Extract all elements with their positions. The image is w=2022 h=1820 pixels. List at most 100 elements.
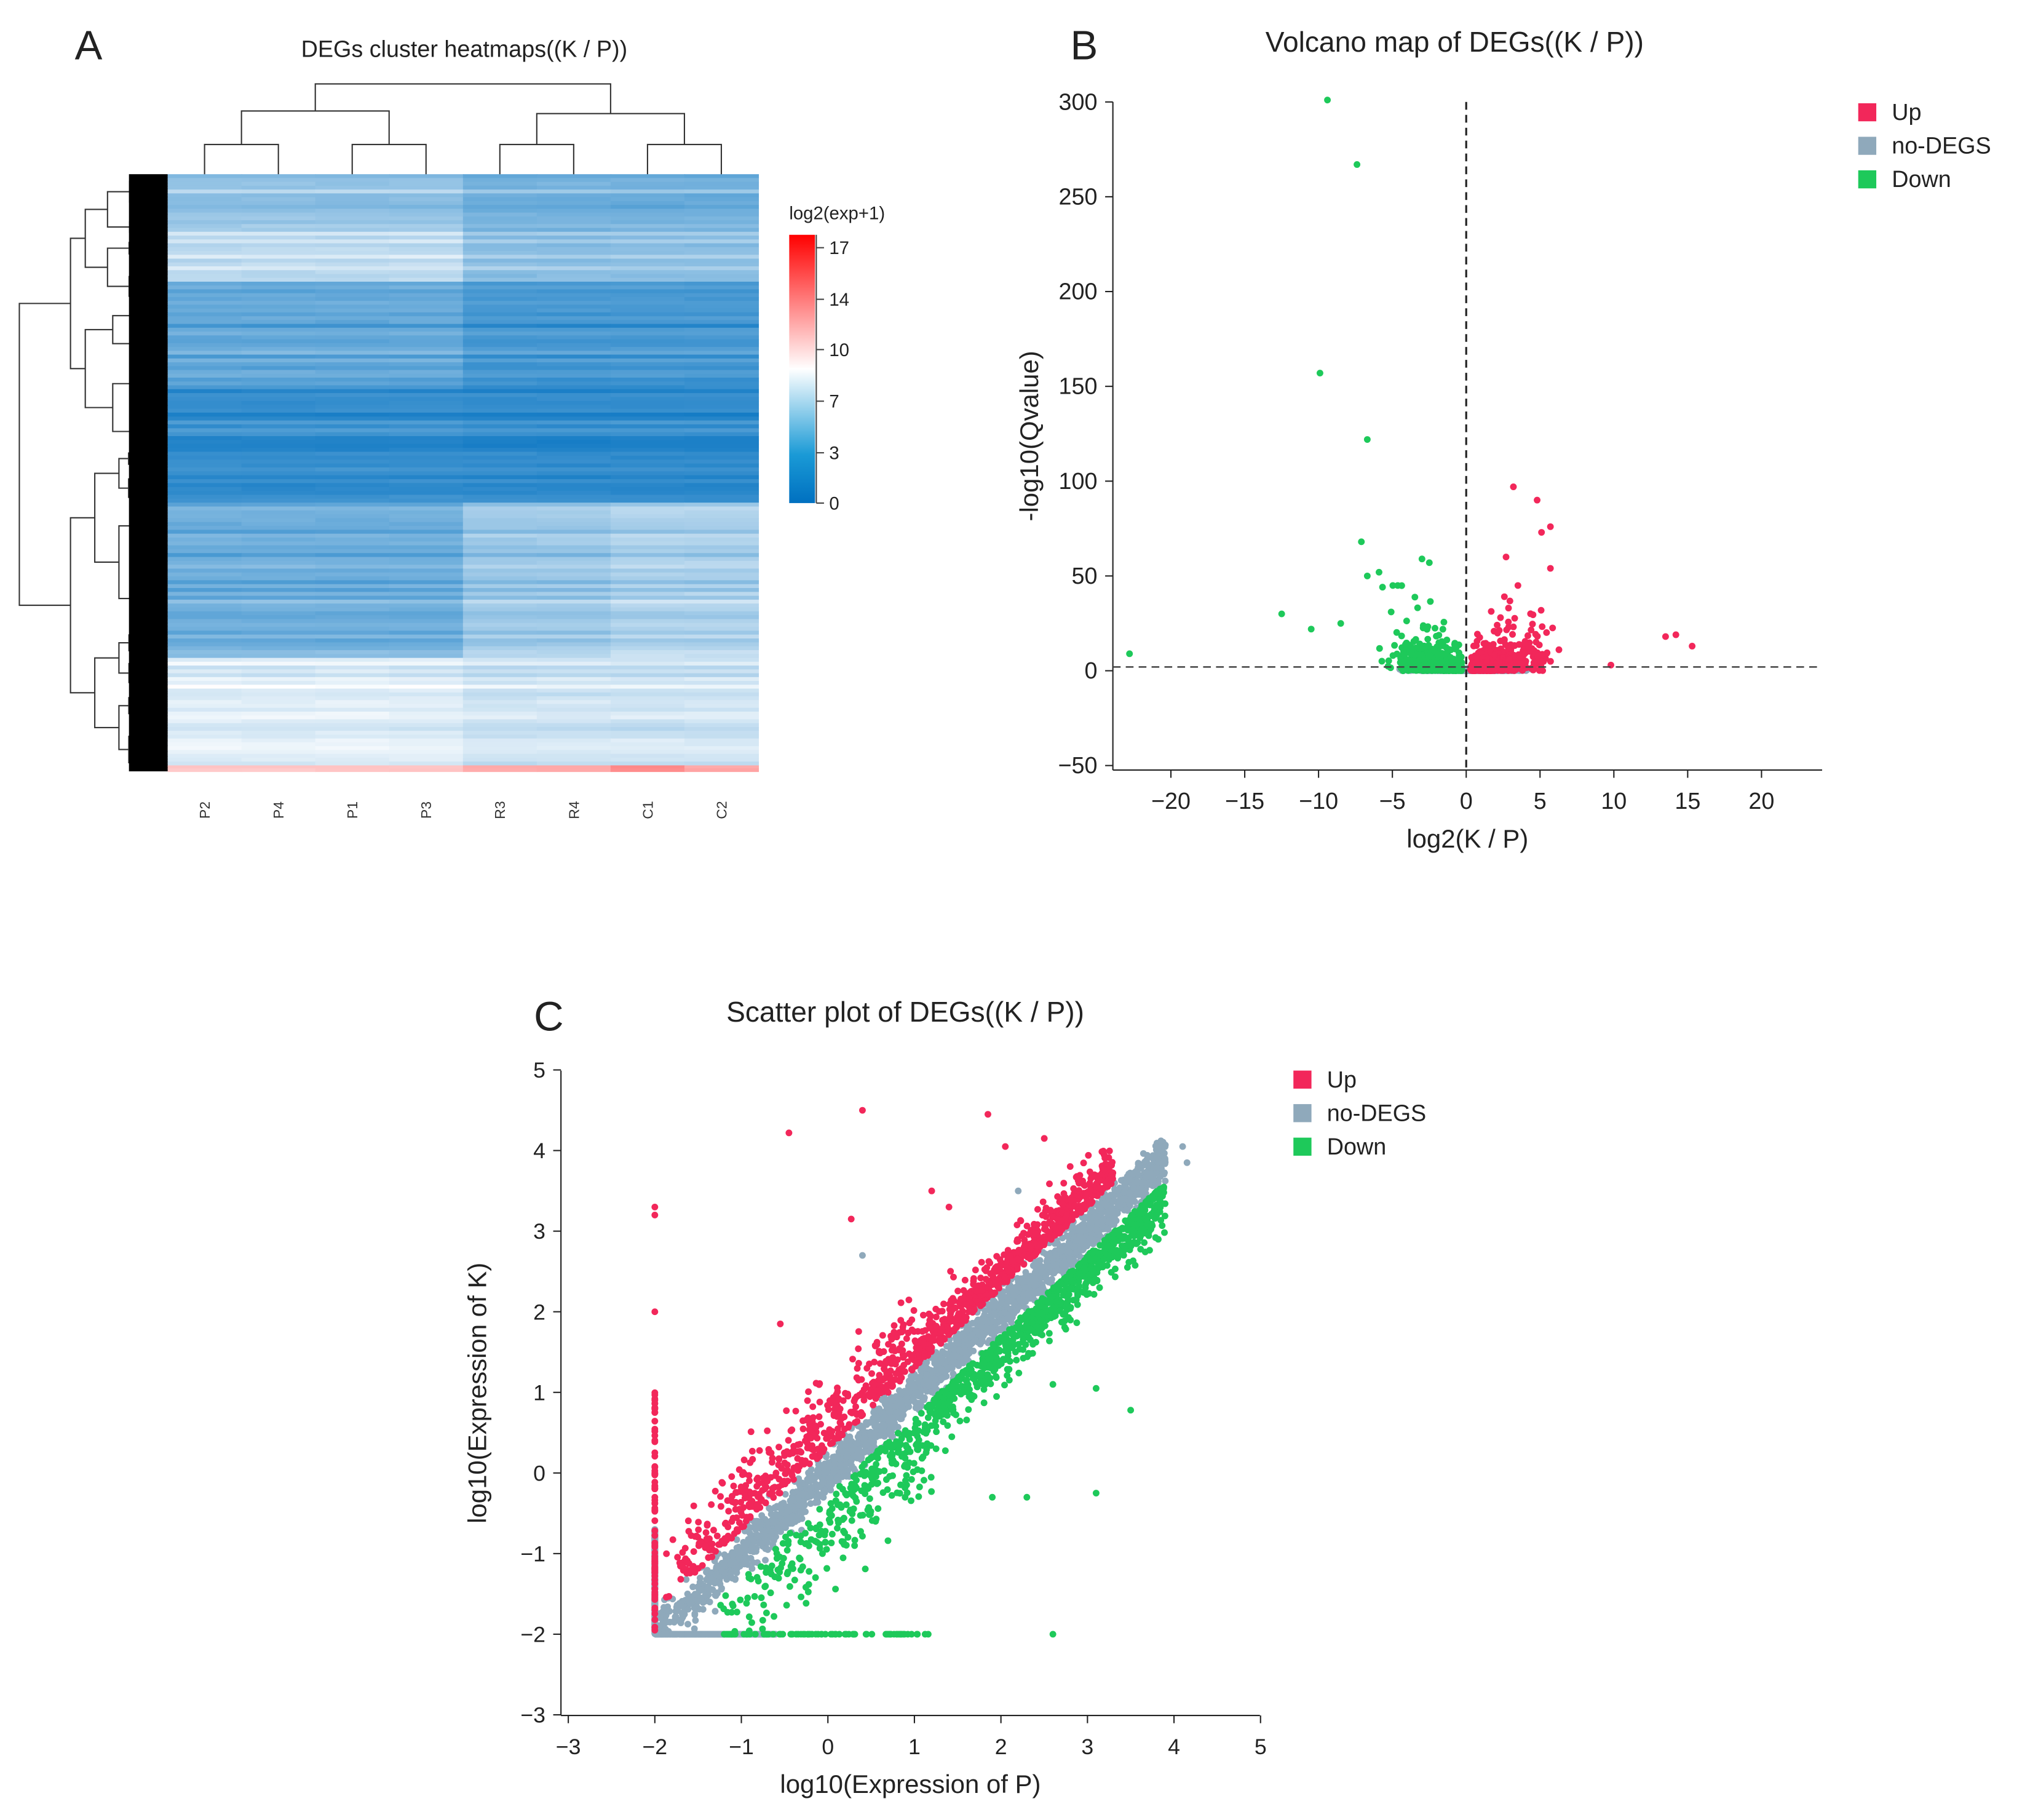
heatmap-cell [167,576,242,581]
legend-label-down: Down [1892,166,1951,192]
heatmap-cell [167,420,242,426]
volcano-point-up [1543,629,1550,636]
heatmap-cell [167,216,242,221]
volcano-point-up [1662,633,1669,640]
heatmap-cell [536,243,611,248]
volcano-point-down [1358,538,1365,546]
heatmap-cell [462,455,537,461]
heatmap-cell [462,285,537,290]
heatmap-cell [536,385,611,390]
heatmap-cell [167,719,242,724]
heatmap-cell [167,627,242,632]
heatmap-cell [389,416,464,421]
heatmap-cell [536,412,611,418]
heatmap-cell [241,270,316,275]
heatmap-column-label: R3 [492,801,508,819]
heatmap-cell [536,304,611,309]
heatmap-cell [315,224,390,229]
heatmap-cell [536,681,611,686]
heatmap-cell [167,377,242,383]
heatmap-cell [684,408,759,413]
heatmap-cell [241,405,316,410]
y-tick-label: 150 [1059,373,1098,399]
heatmap-cell [315,681,390,686]
heatmap-cell [462,436,537,441]
heatmap-cell [462,251,537,256]
volcano-point-up [1555,646,1563,653]
heatmap-cell [315,201,390,206]
heatmap-cell [389,603,464,608]
heatmap-cell [610,627,685,632]
heatmap-cell [462,711,537,717]
heatmap-cell [610,638,685,643]
heatmap-cell [536,642,611,647]
heatmap-cell [241,738,316,743]
heatmap-cell [389,757,464,763]
heatmap-cell [536,312,611,317]
heatmap-cell [241,189,316,194]
heatmap-cell [610,688,685,693]
heatmap-cell [462,750,537,755]
colorbar-tick-label: 17 [829,238,849,258]
heatmap-cell [684,530,759,534]
x-tick-label: 0 [822,1735,834,1759]
heatmap-cell [167,385,242,390]
heatmap-column-label: R4 [566,801,582,819]
heatmap-cell [241,262,316,268]
dendrogram-branch [536,113,685,145]
heatmap-cell [315,377,390,383]
heatmap-cell [167,615,242,620]
heatmap-cell [389,506,464,511]
heatmap-cell [610,700,685,705]
heatmap-cell [167,370,242,375]
heatmap-cell [462,658,537,662]
heatmap-cell [610,669,685,674]
heatmap-cell [167,408,242,413]
heatmap-cell [389,443,464,449]
heatmap-cell [167,619,242,624]
heatmap-cell [684,611,759,616]
heatmap-cell [315,630,390,635]
heatmap-cell [241,332,316,336]
heatmap-cell [241,634,316,640]
heatmap-cell [241,560,316,566]
heatmap-cell [389,487,464,492]
heatmap-cell [462,459,537,464]
heatmap-cell [462,354,537,359]
heatmap-cell [241,611,316,616]
heatmap-cell [241,530,316,534]
heatmap-cell [167,723,242,728]
heatmap-cell [167,685,242,689]
heatmap-cell [536,572,611,578]
heatmap-cell [315,467,390,472]
heatmap-cell [167,197,242,202]
dendrogram-branch [118,642,129,674]
heatmap-cell [167,224,242,229]
heatmap-cell [167,692,242,697]
heatmap-cell [684,746,759,751]
heatmap-cell [315,685,390,689]
heatmap-cell [684,412,759,418]
heatmap-cell [536,296,611,302]
heatmap-cell [389,526,464,531]
heatmap-cell [462,627,537,632]
heatmap-cell [462,757,537,763]
heatmap-cell [315,526,390,531]
heatmap-cell [315,495,390,499]
heatmap-cell [610,661,685,667]
heatmap-cell [684,615,759,620]
volcano-point-down [1408,650,1416,658]
heatmap-cell [610,432,685,437]
heatmap [167,174,759,773]
heatmap-cell [684,285,759,290]
heatmap-cell [462,308,537,313]
heatmap-cell [389,385,464,390]
y-tick-label: −50 [1058,752,1097,778]
volcano-plot: −20 −15 −10 −5 0 5 10 15 20300250200150100500−50… [1015,89,1991,852]
heatmap-cell [389,568,464,573]
heatmap-cell [610,258,685,263]
volcano-point-down [1412,636,1419,643]
heatmap-cell [610,650,685,655]
heatmap-cell [315,277,390,283]
heatmap-cell [167,638,242,643]
